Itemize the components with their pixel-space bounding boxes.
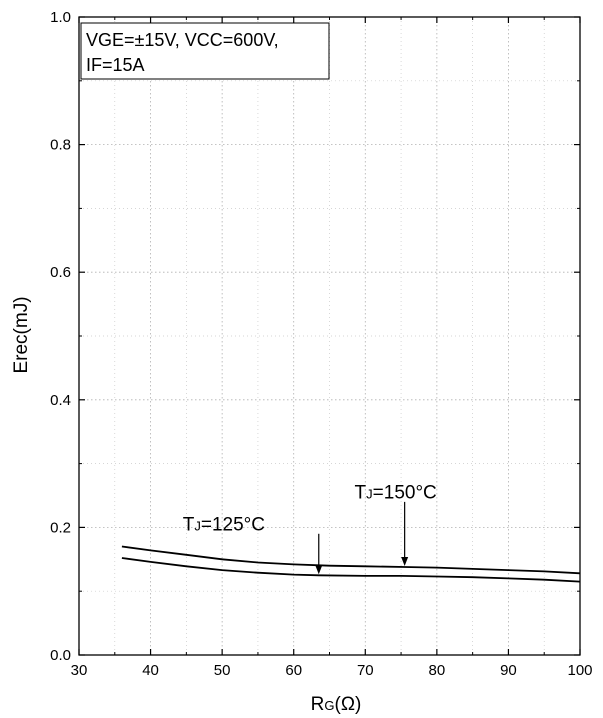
plot-frame: [78, 16, 581, 656]
series-line-2: [121, 545, 581, 575]
y-axis-title: Erec(mJ): [11, 296, 32, 373]
annotations: TJ=125°CTJ=150°C: [183, 483, 437, 575]
x-tick-label: 90: [500, 662, 517, 679]
x-tick-label: 30: [71, 662, 88, 679]
x-axis-title-main: R: [311, 694, 325, 715]
x-axis-title-sub: G: [324, 698, 334, 713]
annotation-arrow-head: [401, 556, 409, 566]
x-axis-title-unit: (Ω): [335, 694, 362, 715]
conditions-box: VGE=±15V, VCC=600V, IF=15A: [80, 22, 330, 80]
y-tick-label: 0.8: [50, 137, 71, 154]
y-tick-label: 0.0: [50, 647, 71, 664]
annotation-main: T: [355, 483, 367, 504]
x-tick-label: 60: [285, 662, 302, 679]
annotation-rest: =125°C: [201, 515, 265, 536]
y-tick-label: 0.2: [50, 519, 71, 536]
annotation-rest: =150°C: [373, 483, 437, 504]
x-tick-label: 80: [429, 662, 446, 679]
annotation-sub: J: [194, 519, 201, 534]
conditions-box-frame: [80, 22, 330, 80]
y-tick-label: 1.0: [50, 9, 71, 26]
annotation-main: T: [183, 515, 195, 536]
annotation-arrow-head: [315, 565, 323, 575]
x-tick-label: 70: [357, 662, 374, 679]
x-tick-label: 100: [567, 662, 592, 679]
y-tick-label: 0.4: [50, 392, 71, 409]
grid-lines: [78, 16, 581, 656]
conditions-line-1: VGE=±15V, VCC=600V,: [86, 30, 279, 50]
x-axis-title: RG(Ω): [311, 694, 362, 715]
annotation-label-2: TJ=150°C: [355, 483, 437, 504]
series-line-1: [121, 557, 581, 583]
x-tick-label: 50: [214, 662, 231, 679]
conditions-line-2: IF=15A: [86, 55, 145, 75]
x-tick-label: 40: [142, 662, 159, 679]
series-lines: [121, 545, 581, 583]
axis-ticks: 30 40 50 60 70 80 90 100 0.0 0.2 0.4 0.6 0.8 1.0: [50, 9, 592, 679]
annotation-label-1: TJ=125°C: [183, 515, 265, 536]
y-tick-label: 0.6: [50, 264, 71, 281]
annotation-sub: J: [366, 487, 373, 502]
